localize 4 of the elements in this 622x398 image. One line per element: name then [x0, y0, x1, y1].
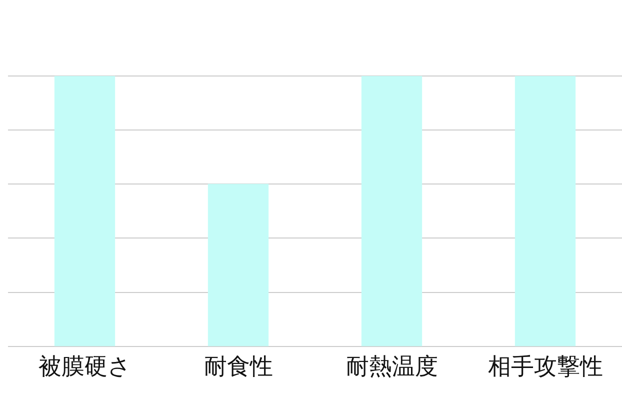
x-tick-label: 相手攻撃性 [488, 354, 603, 380]
x-tick-label: 被膜硬さ [38, 354, 132, 380]
x-tick-label: 耐熱温度 [346, 354, 438, 380]
x-tick-label: 耐食性 [204, 354, 273, 380]
